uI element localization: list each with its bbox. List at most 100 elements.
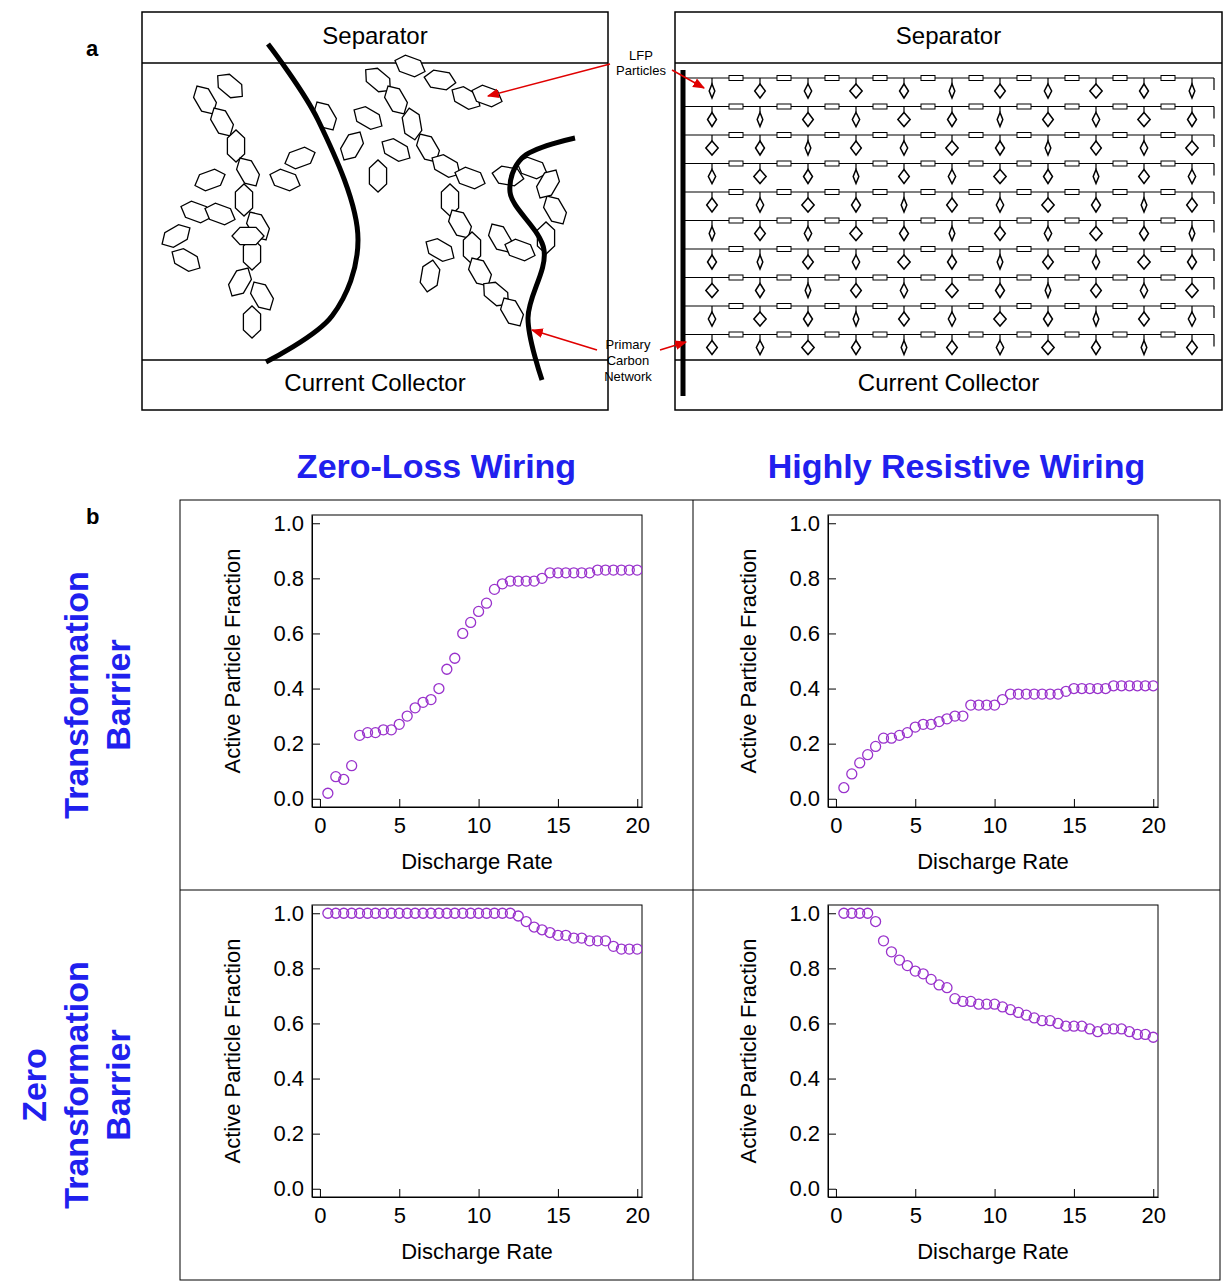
resistor	[1113, 76, 1127, 81]
resistor	[1113, 304, 1127, 309]
lfp-particle	[756, 141, 765, 155]
data-point	[855, 758, 865, 768]
lfp-particle	[501, 298, 524, 326]
x-axis-title: Discharge Rate	[401, 1239, 553, 1264]
x-tick-label: 0	[314, 1203, 326, 1228]
lfp-particle	[757, 113, 763, 127]
resistor	[729, 218, 743, 223]
data-point	[863, 908, 873, 918]
lfp-particle	[1091, 141, 1102, 155]
x-tick: 20	[1141, 1189, 1165, 1228]
y-tick-mark	[828, 689, 836, 690]
y-tick-mark	[312, 913, 320, 914]
lfp-particle	[946, 141, 958, 155]
column-head: Highly Resistive Wiring	[768, 447, 1146, 485]
x-tick-mark	[1074, 1189, 1075, 1197]
resistor	[921, 104, 935, 109]
lfp-particle	[707, 198, 718, 212]
electrode-box	[675, 12, 1222, 410]
data-point	[871, 741, 881, 751]
y-tick: 0.4	[273, 1066, 320, 1091]
grid-divider	[180, 890, 1220, 891]
lfp-particle	[232, 227, 264, 244]
lfp-particle	[850, 84, 862, 98]
arrow	[488, 64, 610, 96]
resistor	[1161, 76, 1175, 81]
lfp-particle	[449, 210, 472, 238]
lfp-particle	[237, 158, 260, 186]
resistor	[1065, 304, 1079, 309]
lfp-particle	[243, 306, 260, 338]
x-tick-label: 15	[546, 1203, 570, 1228]
y-axis-title: Active Particle Fraction	[220, 549, 245, 774]
wire	[1213, 135, 1214, 147]
resistor	[1017, 104, 1031, 109]
y-axis: 0.00.20.40.60.81.0	[273, 901, 320, 1201]
lfp-particle	[1188, 255, 1197, 269]
resistor	[1161, 247, 1175, 252]
lfp-particle	[1140, 284, 1147, 298]
resistor	[1065, 332, 1079, 337]
data-point	[1148, 1032, 1158, 1042]
resistor	[777, 104, 791, 109]
data-point	[426, 695, 436, 705]
y-tick-label: 0.8	[789, 956, 820, 981]
y-tick: 0.2	[273, 1121, 320, 1146]
x-axis: 05101520	[829, 799, 1166, 838]
y-tick: 0.0	[789, 1176, 836, 1201]
lfp-particle	[803, 255, 814, 269]
lfp-particle	[1139, 170, 1150, 184]
resistor	[1065, 161, 1079, 166]
resistor	[777, 275, 791, 280]
y-tick-label: 0.0	[273, 786, 304, 811]
resistor	[873, 332, 887, 337]
resistor	[825, 332, 839, 337]
x-tick-mark	[399, 799, 400, 807]
wire	[683, 163, 1214, 164]
resistor	[969, 76, 983, 81]
lfp-particle	[369, 160, 386, 192]
lfp-particle	[900, 141, 907, 155]
y-tick-label: 0.4	[789, 1066, 820, 1091]
resistor	[1065, 190, 1079, 195]
x-tick: 5	[394, 1189, 406, 1228]
wire	[683, 277, 1214, 278]
lfp-particle	[211, 108, 234, 136]
resistor	[873, 133, 887, 138]
lfp-particle	[899, 312, 910, 326]
y-tick-mark	[828, 968, 836, 969]
y-tick-mark	[828, 1189, 836, 1190]
lfp-particle	[1044, 312, 1053, 326]
lfp-particle	[901, 198, 907, 212]
resistor	[873, 218, 887, 223]
resistor	[969, 161, 983, 166]
x-axis-title: Discharge Rate	[401, 849, 553, 874]
chart: 051015200.00.20.40.60.81.0Discharge Rate…	[220, 901, 650, 1264]
grid-frame	[180, 500, 1220, 1280]
resistor	[969, 275, 983, 280]
x-tick-mark	[399, 1189, 400, 1197]
resistor	[1113, 332, 1127, 337]
y-axis-title: Active Particle Fraction	[220, 939, 245, 1164]
y-tick: 1.0	[273, 511, 320, 536]
lfp-particle	[709, 84, 715, 98]
x-tick: 0	[830, 1189, 842, 1228]
carbon-network	[266, 44, 358, 362]
lfp-particle	[382, 139, 410, 162]
lfp-particle	[948, 170, 955, 184]
resistor	[873, 275, 887, 280]
lfp-particle	[901, 341, 907, 355]
data-point	[434, 684, 444, 694]
lfp-particle	[900, 284, 907, 298]
resistor	[969, 332, 983, 337]
y-tick-mark	[828, 1023, 836, 1024]
lfp-particle	[852, 113, 859, 127]
y-tick-label: 0.0	[789, 1176, 820, 1201]
resistor	[873, 247, 887, 252]
x-axis-title: Discharge Rate	[917, 1239, 1069, 1264]
row-head: TransformationBarrier	[57, 571, 137, 818]
resistor	[729, 275, 743, 280]
resistor	[777, 76, 791, 81]
data-point	[466, 617, 476, 627]
lfp-particle	[395, 55, 425, 77]
